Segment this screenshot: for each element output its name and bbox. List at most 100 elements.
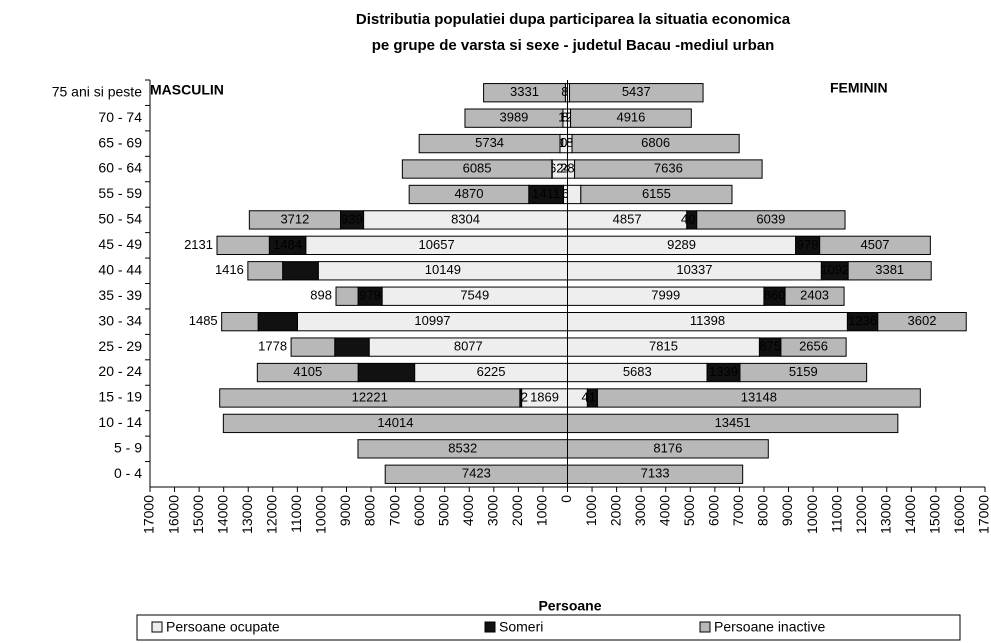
bar-segment — [696, 210, 846, 230]
bar-segment — [247, 261, 284, 281]
x-tick-label: 9000 — [337, 495, 353, 526]
value-label: 6155 — [642, 186, 671, 201]
x-tick-label: 7000 — [730, 495, 746, 526]
bar-segment — [256, 362, 359, 383]
value-label: 7423 — [462, 466, 491, 481]
bar-segment — [567, 413, 899, 434]
value-label: 3381 — [875, 262, 904, 277]
bar-segment — [216, 235, 270, 256]
value-label: 1484 — [273, 237, 302, 252]
bar-segment — [819, 235, 931, 256]
value-label: 4870 — [455, 186, 484, 201]
x-tick-label: 10000 — [804, 495, 820, 534]
value-label: 7999 — [651, 288, 680, 303]
bar-segment — [780, 337, 847, 357]
bar-segment — [847, 261, 932, 281]
bar-segment — [408, 184, 530, 205]
bar-segment — [334, 337, 370, 357]
value-label: 13451 — [715, 415, 751, 430]
x-tick-label: 1000 — [534, 495, 550, 526]
y-tick-label: 30 - 34 — [98, 312, 142, 328]
x-tick-label: 6000 — [706, 495, 722, 526]
bar-segment — [464, 108, 564, 128]
bar-segment — [257, 311, 298, 332]
bar-segment — [571, 133, 740, 154]
y-tick-label: 20 - 24 — [98, 363, 142, 379]
value-label: 6085 — [463, 160, 492, 175]
x-tick-label: 4000 — [656, 495, 672, 526]
bar-segment — [221, 311, 259, 332]
value-label: 5159 — [789, 364, 818, 379]
legend-swatch — [151, 621, 163, 633]
value-label: 3602 — [908, 313, 937, 328]
value-label: 3989 — [499, 110, 528, 125]
x-tick-label: 8000 — [755, 495, 771, 526]
x-tick-label: 17000 — [976, 495, 991, 534]
value-label: 9289 — [667, 237, 696, 252]
value-label: 3712 — [280, 211, 309, 226]
y-tick-label: 70 - 74 — [98, 109, 142, 125]
value-label: 5734 — [475, 135, 504, 150]
value-label: 979 — [797, 237, 819, 252]
y-tick-label: 60 - 64 — [98, 160, 142, 176]
value-label: 979 — [359, 288, 381, 303]
y-tick-label: 5 - 9 — [114, 440, 142, 456]
value-label: 4857 — [613, 211, 642, 226]
bar-segment — [357, 362, 416, 383]
right-label: FEMININ — [830, 80, 888, 96]
x-tick-label: 7000 — [386, 495, 402, 526]
y-tick-label: 65 - 69 — [98, 134, 142, 150]
y-tick-label: 45 - 49 — [98, 236, 142, 252]
value-label: 939 — [341, 211, 363, 226]
value-label: 1236 — [848, 313, 877, 328]
bar-segment — [483, 83, 566, 103]
value-label: 12221 — [352, 389, 388, 404]
value-label: 1485 — [189, 313, 218, 328]
value-label: 7133 — [641, 466, 670, 481]
bar-segment — [569, 83, 704, 103]
legend-label: Persoane inactive — [714, 619, 826, 635]
bar-segment — [574, 159, 763, 179]
value-label: 624 — [549, 160, 571, 175]
bar-segment — [567, 439, 769, 459]
legend-label: Someri — [499, 619, 543, 635]
y-tick-label: 25 - 29 — [98, 338, 142, 354]
value-label: 6225 — [477, 364, 506, 379]
x-tick-label: 6000 — [411, 495, 427, 526]
x-tick-label: 13000 — [877, 495, 893, 534]
bar-segment — [290, 337, 336, 357]
chart-title: Distributia populatiei dupa participarea… — [356, 11, 791, 28]
value-label: 10997 — [414, 313, 450, 328]
value-label: 2131 — [184, 237, 213, 252]
x-tick-label: 12000 — [853, 495, 869, 534]
value-label: 8176 — [653, 440, 682, 455]
x-tick-label: 4000 — [460, 495, 476, 526]
x-tick-label: 8000 — [362, 495, 378, 526]
x-tick-label: 9000 — [779, 495, 795, 526]
x-tick-label: 11000 — [828, 495, 844, 533]
bar-segment — [401, 159, 553, 179]
bar-segment — [596, 388, 921, 408]
value-label: 10149 — [425, 262, 461, 277]
value-label: 7815 — [649, 339, 678, 354]
value-label: 1869 — [530, 389, 559, 404]
x-tick-label: 16000 — [165, 495, 181, 534]
x-tick-label: 14000 — [214, 495, 230, 534]
value-label: 2656 — [799, 339, 828, 354]
bar-segment — [784, 286, 845, 306]
value-label: 13148 — [741, 389, 777, 404]
value-label: 3331 — [510, 84, 539, 99]
x-tick-label: 17000 — [141, 495, 157, 534]
y-tick-label: 10 - 14 — [98, 414, 142, 430]
x-tick-label: 10000 — [313, 495, 329, 534]
bar-segment — [335, 286, 359, 306]
chart-subtitle: pe grupe de varsta si sexe - judetul Bac… — [372, 37, 775, 54]
value-label: 1778 — [258, 339, 287, 354]
value-label: 8304 — [451, 211, 480, 226]
value-label: 4916 — [616, 110, 645, 125]
value-label: 6039 — [756, 211, 785, 226]
value-label: 860 — [764, 288, 786, 303]
value-label: 14014 — [377, 415, 413, 430]
value-label: 2403 — [800, 288, 829, 303]
